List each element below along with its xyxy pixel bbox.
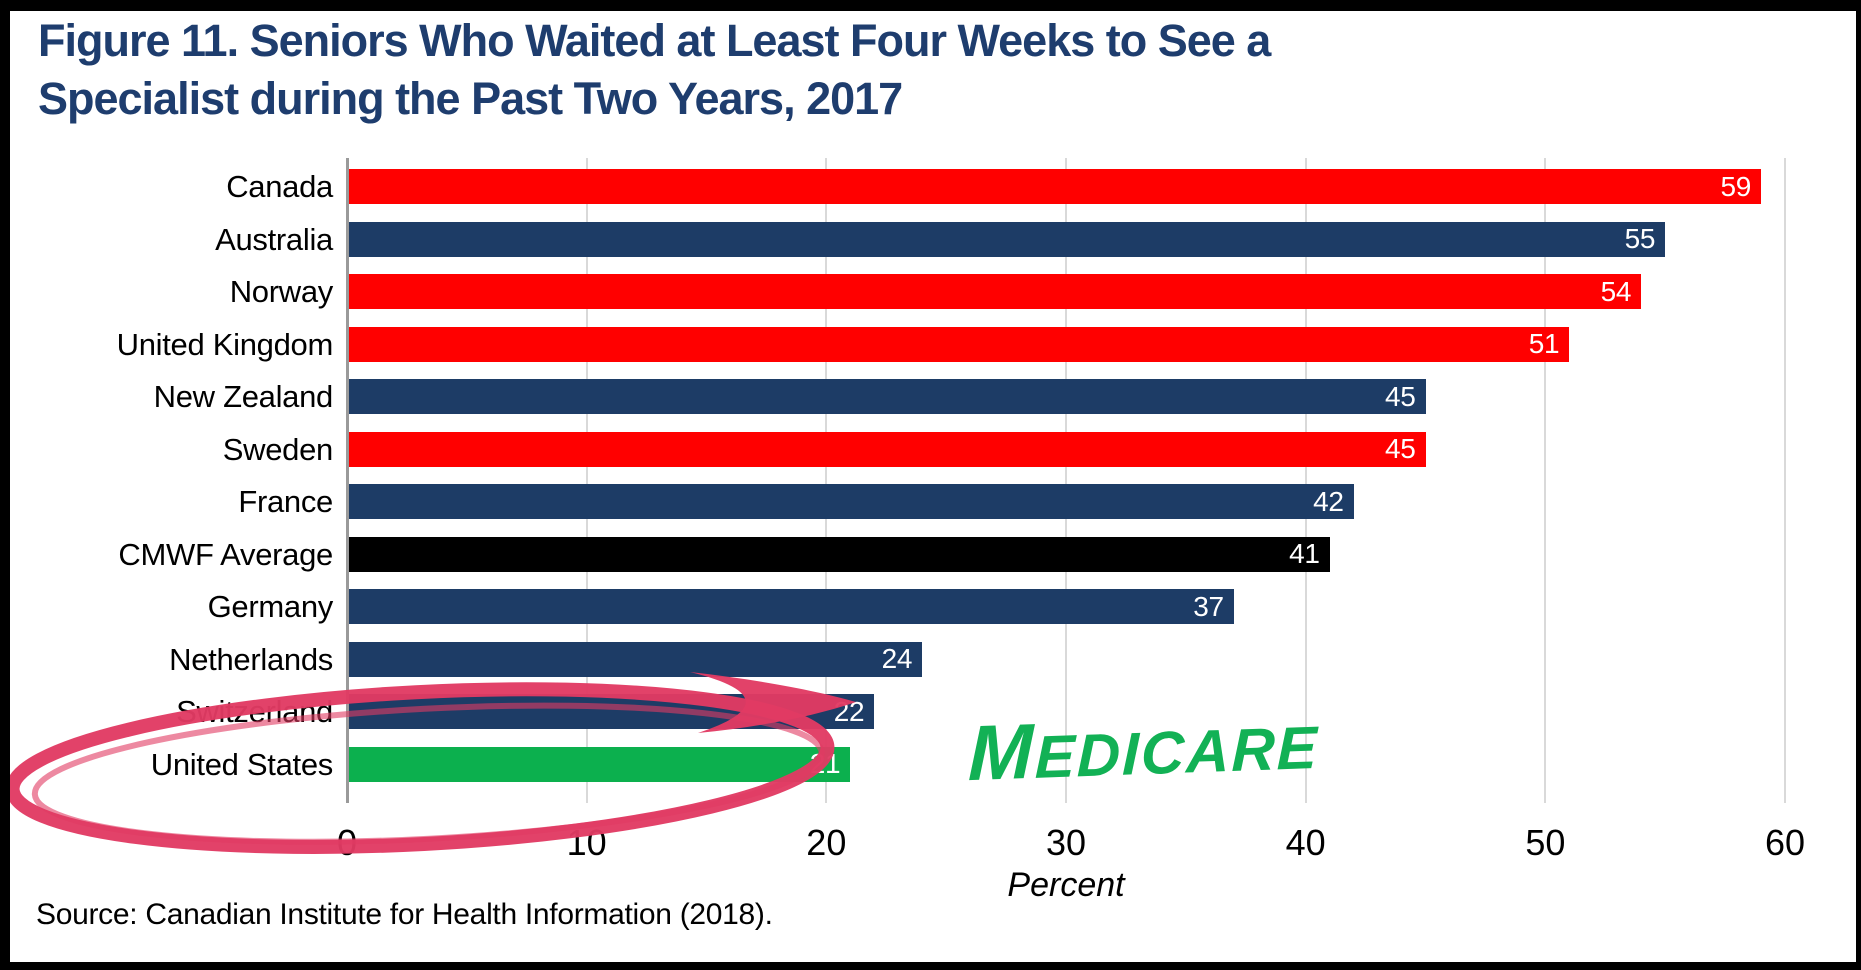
x-tick-label: 40	[1285, 822, 1326, 863]
category-label: United Kingdom	[116, 326, 334, 362]
x-tick-label: 50	[1525, 822, 1566, 863]
bar-value-label: 59	[1720, 170, 1752, 202]
bar: 51	[349, 326, 1570, 362]
gridline	[1784, 158, 1787, 803]
category-label: Norway	[229, 274, 334, 309]
source-note: Source: Canadian Institute for Health In…	[36, 898, 773, 931]
bar-value-label: 45	[1384, 380, 1416, 412]
category-label: Switzerland	[176, 694, 333, 729]
bar-value-label: 21	[809, 748, 841, 779]
gridline	[585, 158, 588, 803]
y-axis-line	[345, 158, 349, 803]
figure-title: Figure 11. Seniors Who Waited at Least F…	[38, 12, 1271, 128]
category-label: Sweden	[222, 431, 334, 467]
medicare-annotation: Medicare	[967, 706, 1320, 798]
bar-value-label: 24	[881, 643, 913, 674]
gridline	[825, 158, 828, 803]
bar-value-label: 54	[1600, 275, 1632, 307]
bar: 45	[349, 379, 1426, 414]
category-label: Australia	[215, 221, 333, 257]
bar-value-label: 45	[1384, 433, 1416, 464]
bar-value-label: 55	[1624, 223, 1656, 254]
category-label: Canada	[226, 169, 333, 204]
x-tick-label: 20	[806, 822, 847, 863]
category-label: France	[238, 484, 333, 519]
bar: 59	[349, 169, 1762, 204]
gridline	[1304, 158, 1307, 803]
bar: 45	[349, 431, 1426, 467]
bar-value-label: 51	[1528, 328, 1560, 359]
x-tick-label: 10	[566, 822, 607, 863]
bar: 55	[349, 221, 1666, 257]
figure-title-line1: Figure 11. Seniors Who Waited at Least F…	[38, 15, 1271, 66]
category-label: United States	[150, 746, 334, 782]
bar: 21	[349, 746, 851, 782]
bar: 37	[349, 589, 1234, 624]
bar-value-label: 41	[1289, 538, 1320, 569]
x-tick-label: 60	[1764, 822, 1806, 863]
x-tick-label: 30	[1045, 822, 1087, 863]
gridline	[1544, 158, 1547, 803]
bar-value-label: 42	[1313, 485, 1344, 517]
x-axis-label: Percent	[1007, 866, 1125, 904]
gridline	[1065, 158, 1067, 803]
bar: 24	[349, 641, 923, 677]
bar: 41	[349, 536, 1330, 572]
bar-value-label: 22	[833, 695, 865, 727]
bar-value-label: 37	[1193, 590, 1224, 622]
bar: 42	[349, 484, 1354, 519]
category-label: CMWF Average	[118, 536, 333, 572]
bar: 54	[349, 274, 1642, 309]
category-label: New Zealand	[153, 379, 334, 414]
x-tick-label: 0	[336, 822, 358, 863]
category-label: Germany	[207, 589, 334, 624]
bar: 22	[349, 694, 875, 729]
category-label: Netherlands	[169, 641, 333, 677]
figure-title-line2: Specialist during the Past Two Years, 20…	[38, 73, 903, 124]
